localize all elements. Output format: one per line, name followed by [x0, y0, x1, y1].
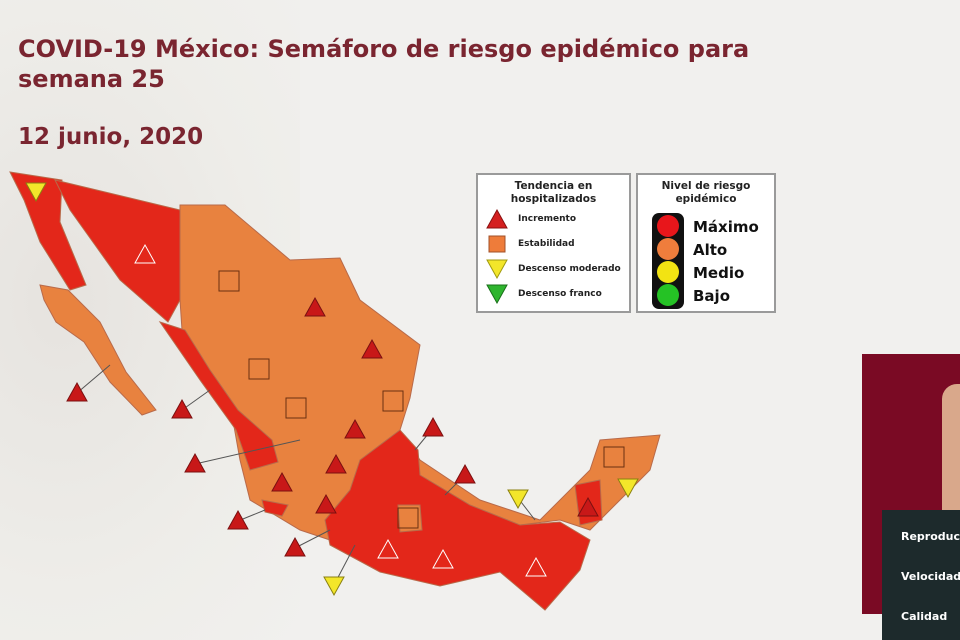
legend-item-label: Descenso franco: [518, 288, 602, 299]
marker-incremento: [284, 536, 306, 557]
legend-item-descenso-franco: Descenso franco: [486, 281, 629, 306]
marker-estabilidad: [397, 507, 419, 529]
light-bajo: [657, 284, 679, 306]
level-label: Alto: [693, 241, 728, 259]
marker-incremento: [315, 493, 337, 514]
region-maximo: [54, 179, 181, 323]
page-title: COVID-19 México: Semáforo de riesgo epid…: [18, 35, 750, 93]
date-label: 12 junio, 2020: [18, 124, 204, 150]
legend-item-label: Estabilidad: [518, 238, 575, 249]
light-maximo: [657, 215, 679, 237]
marker-incremento: [422, 416, 444, 437]
region-maximo: [261, 499, 289, 517]
leader-line: [294, 529, 331, 549]
legend-item-label: Descenso moderado: [518, 263, 621, 274]
red-triangle-up-icon: [486, 208, 508, 228]
marker-incremento: [227, 509, 249, 530]
light-medio: [657, 261, 679, 283]
green-triangle-down-icon: [486, 284, 508, 304]
marker-descenso-moderado: [25, 182, 47, 203]
leader-line: [194, 439, 301, 465]
marker-incremento: [361, 338, 383, 359]
legend-trend: Tendencia en hospitalizados Incremento E…: [476, 173, 631, 313]
marker-incremento: [432, 548, 454, 569]
marker-incremento: [66, 381, 88, 402]
legend-risk-title: Nivel de riesgo epidémico: [661, 180, 751, 205]
marker-estabilidad: [603, 446, 625, 468]
marker-incremento: [184, 452, 206, 473]
marker-incremento: [134, 243, 156, 264]
marker-estabilidad: [248, 358, 270, 380]
menu-item-reproduccion[interactable]: Reproducción: [901, 530, 960, 543]
marker-descenso-moderado: [617, 478, 639, 499]
marker-incremento: [304, 296, 326, 317]
legend-item-descenso-moderado: Descenso moderado: [486, 256, 629, 281]
marker-descenso-moderado: [507, 489, 529, 510]
marker-incremento: [325, 453, 347, 474]
leader-line: [181, 389, 211, 411]
marker-incremento: [454, 463, 476, 484]
legend-item-incremento: Incremento: [486, 206, 629, 231]
menu-item-velocidad[interactable]: Velocidad: [901, 570, 960, 583]
light-alto: [657, 238, 679, 260]
marker-estabilidad: [382, 390, 404, 412]
player-settings-menu: Reproducción Velocidad Calidad: [882, 510, 960, 640]
marker-incremento: [377, 538, 399, 559]
legend-trend-title: Tendencia en hospitalizados: [510, 180, 597, 205]
marker-estabilidad: [218, 270, 240, 292]
yellow-triangle-down-icon: [486, 259, 508, 279]
level-label: Medio: [693, 264, 745, 282]
legend-item-estabilidad: Estabilidad: [486, 231, 629, 256]
region-maximo: [158, 321, 279, 471]
orange-square-icon: [488, 235, 506, 252]
legend-item-label: Incremento: [518, 213, 577, 224]
region-alto: [397, 504, 423, 533]
leader-line: [76, 364, 111, 394]
marker-incremento: [171, 398, 193, 419]
legend-risk: Nivel de riesgo epidémico Máximo Alto Me…: [636, 173, 776, 313]
marker-descenso-moderado: [323, 576, 345, 597]
marker-incremento: [577, 496, 599, 517]
menu-item-calidad[interactable]: Calidad: [901, 610, 948, 623]
presenter: [942, 384, 960, 544]
marker-estabilidad: [285, 397, 307, 419]
traffic-light-icon: [652, 213, 684, 309]
region-alto: [39, 284, 157, 416]
marker-incremento: [525, 556, 547, 577]
marker-incremento: [344, 418, 366, 439]
level-label: Máximo: [693, 218, 759, 236]
level-label: Bajo: [693, 287, 731, 305]
region-maximo: [324, 429, 591, 611]
marker-incremento: [271, 471, 293, 492]
